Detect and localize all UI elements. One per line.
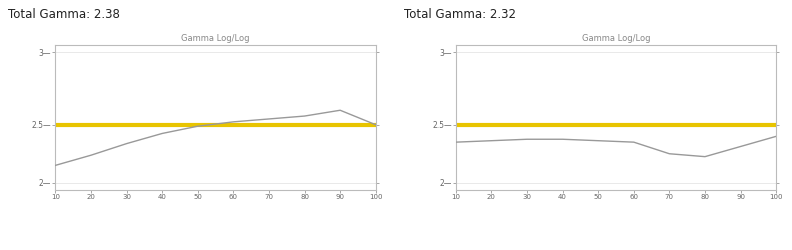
Text: Total Gamma: 2.32: Total Gamma: 2.32 — [404, 8, 516, 20]
Title: Gamma Log/Log: Gamma Log/Log — [181, 34, 249, 43]
Title: Gamma Log/Log: Gamma Log/Log — [582, 34, 650, 43]
Text: Total Gamma: 2.38: Total Gamma: 2.38 — [8, 8, 120, 20]
